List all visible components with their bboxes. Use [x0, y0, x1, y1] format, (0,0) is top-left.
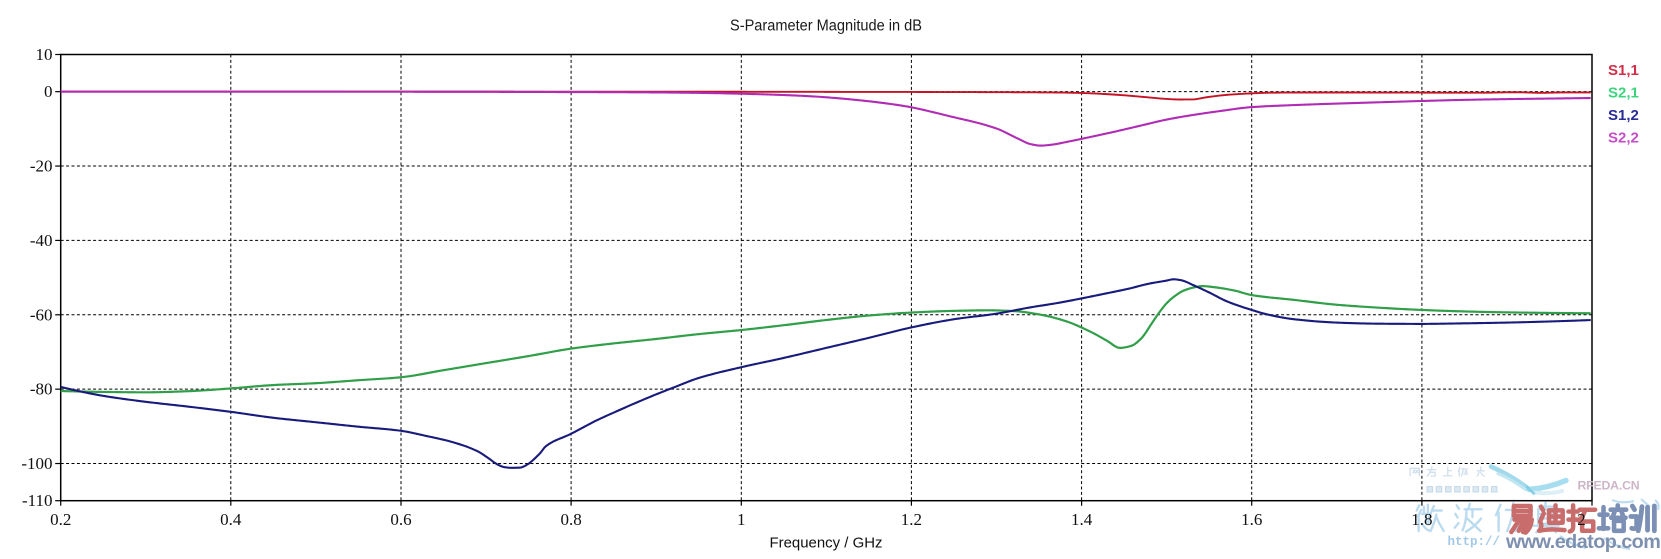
svg-text:S1,2: S1,2 [1608, 107, 1639, 124]
svg-text:RFEDA.CN: RFEDA.CN [1578, 479, 1640, 493]
svg-text:-20: -20 [30, 157, 53, 176]
svg-text:1.8: 1.8 [1411, 510, 1432, 529]
svg-text:0.2: 0.2 [50, 510, 71, 529]
svg-text:0: 0 [44, 82, 53, 101]
svg-text:1: 1 [737, 510, 746, 529]
svg-text:http://: http:// [1448, 535, 1501, 549]
svg-text:10: 10 [36, 45, 53, 64]
svg-text:-80: -80 [30, 380, 53, 399]
svg-text:S2,1: S2,1 [1608, 85, 1639, 102]
svg-text:1.2: 1.2 [901, 510, 922, 529]
svg-text:-40: -40 [30, 231, 53, 250]
svg-text:-100: -100 [21, 454, 52, 473]
svg-text:0.4: 0.4 [220, 510, 242, 529]
svg-text:0.6: 0.6 [390, 510, 411, 529]
svg-text:-110: -110 [22, 491, 53, 510]
svg-text:-60: -60 [30, 305, 53, 324]
svg-text:1.4: 1.4 [1071, 510, 1093, 529]
svg-text:Frequency / GHz: Frequency / GHz [770, 535, 883, 552]
svg-text:S-Parameter Magnitude in dB: S-Parameter Magnitude in dB [730, 18, 922, 35]
svg-text:S2,2: S2,2 [1608, 130, 1639, 147]
svg-text:2: 2 [1577, 510, 1586, 529]
svg-text:1.6: 1.6 [1241, 510, 1262, 529]
svg-text:S1,1: S1,1 [1608, 62, 1639, 79]
svg-text:www.edatop.com: www.edatop.com [1505, 531, 1660, 553]
svg-text:0.8: 0.8 [560, 510, 581, 529]
